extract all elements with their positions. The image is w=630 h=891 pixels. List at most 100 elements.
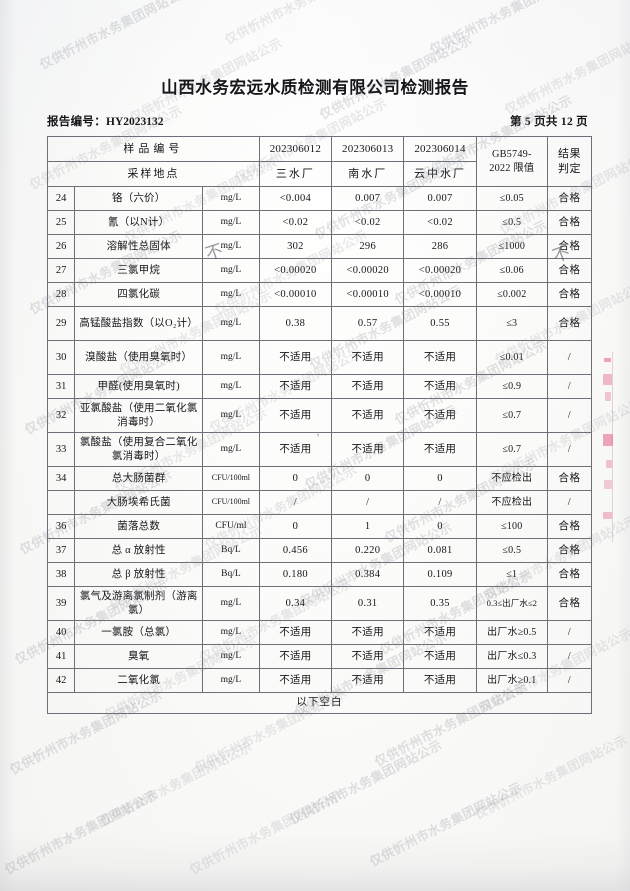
table-row: 31 甲醛(使用臭氧时) mg/L 不适用 不适用 不适用 ≤0.9/: [46, 374, 593, 399]
row-unit: mg/L: [202, 432, 260, 467]
margin-line: [612, 352, 613, 542]
row-value-sample-3: <0.00020: [403, 258, 477, 283]
row-value-sample-1: <0.004: [258, 186, 333, 211]
row-index: 31: [46, 374, 76, 399]
row-index: 25: [46, 210, 76, 235]
row-unit: mg/L: [202, 374, 260, 399]
row-value-sample-2: 不适用: [331, 644, 405, 669]
header-site-1: 三水厂: [258, 161, 333, 187]
row-value-sample-2: 不适用: [331, 432, 405, 467]
row-value-sample-2: <0.02: [331, 210, 405, 235]
header-sample-no-3: 202306014: [403, 136, 477, 162]
row-item-name: 三氯甲烷: [74, 258, 204, 283]
row-value-sample-1: <0.00010: [258, 282, 333, 307]
row-value-sample-2: 0.384: [331, 562, 405, 587]
row-judgement: 合格: [546, 186, 593, 211]
table-row: 33 氯酸盐（使用复合二氧化氯消毒时） mg/L 不适用 不适用 不适用 ≤0.7/: [46, 432, 593, 467]
row-unit: CFU/ml: [202, 514, 260, 539]
row-value-sample-1: 不适用: [258, 374, 333, 399]
row-unit: mg/L: [202, 306, 260, 341]
table-row: 29 高锰酸盐指数（以O₂计） mg/L 0.38 0.57 0.55 ≤3 合格: [46, 306, 593, 341]
row-standard-limit: ≤0.7: [475, 398, 548, 433]
row-judgement: /: [546, 340, 593, 375]
header-standard-limit-line1: GB5749-: [491, 148, 532, 160]
footer-note: 以下空白: [47, 692, 592, 714]
row-value-sample-2: 0.57: [331, 306, 405, 341]
row-item-name: 一氯胺（总氯）: [74, 620, 204, 645]
row-value-sample-2: 0.31: [331, 586, 405, 621]
row-value-sample-1: <0.00020: [258, 258, 333, 283]
row-value-sample-2: 不适用: [331, 374, 405, 399]
row-value-sample-2: <0.00010: [331, 282, 405, 307]
row-standard-limit: ≤0.7: [475, 432, 548, 467]
row-standard-limit: 出厂水≤0.3: [475, 644, 548, 669]
row-item-name: 总大肠菌群: [74, 466, 204, 491]
row-judgement: /: [546, 432, 593, 467]
row-value-sample-1: 0.34: [258, 586, 333, 621]
row-judgement: /: [546, 668, 593, 693]
row-value-sample-1: 不适用: [258, 620, 333, 645]
row-value-sample-3: 不适用: [403, 374, 477, 399]
table-row: 26 溶解性总固体 mg/L 302 296 286 ≤1000 合格: [46, 234, 593, 259]
results-table-body: 样品编号 202306012 202306013 202306014 GB574…: [46, 136, 593, 693]
header-sample-no-label: 样品编号: [47, 136, 260, 162]
row-value-sample-1: 不适用: [258, 668, 333, 693]
row-index: 37: [46, 538, 76, 563]
row-value-sample-3: 0.081: [403, 538, 477, 563]
table-row: 27 三氯甲烷 mg/L <0.00020 <0.00020 <0.00020 ≤0.06 合…: [46, 258, 593, 283]
red-stamp-marks: [600, 352, 626, 542]
footer-blank-row: 以下空白: [47, 692, 592, 714]
row-item-name: 氯酸盐（使用复合二氧化氯消毒时）: [74, 432, 204, 467]
row-standard-limit: ≤0.05: [475, 186, 548, 211]
row-value-sample-3: <0.02: [403, 210, 477, 235]
row-standard-limit: ≤0.01: [475, 340, 548, 375]
row-value-sample-3: 不适用: [403, 644, 477, 669]
row-index: 24: [46, 186, 76, 211]
row-value-sample-2: 0: [331, 466, 405, 491]
row-standard-limit: ≤0.5: [475, 210, 548, 235]
row-judgement: 合格: [546, 466, 593, 491]
row-item-name: 溴酸盐（使用臭氧时）: [74, 340, 204, 375]
row-item-name: 高锰酸盐指数（以O₂计）: [74, 306, 204, 341]
row-standard-limit: ≤0.5: [475, 538, 548, 563]
report-meta-row: 报告编号：HY2023132 第 5 页共 12 页: [47, 113, 588, 129]
row-judgement: /: [546, 374, 593, 399]
row-index: 33: [46, 432, 76, 467]
row-judgement: 合格: [546, 282, 593, 307]
row-index: 40: [46, 620, 76, 645]
row-item-name: 亚氯酸盐（使用二氧化氯消毒时）: [74, 398, 204, 433]
report-number-label: 报告编号：: [47, 116, 106, 128]
row-index: 28: [46, 282, 76, 307]
table-row: 25 氰（以N计） mg/L <0.02 <0.02 <0.02 ≤0.5 合格: [46, 210, 593, 235]
row-value-sample-2: 不适用: [331, 340, 405, 375]
results-table-foot: 以下空白: [47, 692, 592, 714]
row-index: 30: [46, 340, 76, 375]
row-value-sample-3: <0.00010: [403, 282, 477, 307]
row-unit: Bq/L: [202, 562, 260, 587]
header-judgement-line1: 结果: [557, 147, 581, 160]
row-value-sample-1: 302: [258, 234, 333, 259]
row-value-sample-2: 不适用: [331, 668, 405, 693]
header-judgement-line2: 判定: [557, 162, 581, 175]
row-item-name: 总 β 放射性: [74, 562, 204, 587]
row-standard-limit: ≤0.9: [475, 374, 548, 399]
row-value-sample-1: 0.38: [258, 306, 333, 341]
row-item-name: 菌落总数: [74, 514, 204, 539]
row-standard-limit: 不应检出: [475, 466, 548, 491]
row-unit: mg/L: [202, 340, 260, 375]
row-unit: mg/L: [202, 234, 260, 259]
row-standard-limit: 0.3≤出厂水≤2: [475, 586, 548, 621]
page-indicator: 第 5 页共 12 页: [509, 116, 588, 128]
row-value-sample-2: 296: [331, 234, 405, 259]
header-standard-limit: GB5749- 2022 限值: [475, 136, 548, 187]
row-unit: CFU/100ml: [202, 466, 260, 491]
row-item-name: 臭氧: [74, 644, 204, 669]
row-judgement: 合格: [546, 306, 593, 341]
row-value-sample-3: 0: [403, 514, 477, 539]
header-sample-no-2: 202306013: [331, 136, 405, 162]
row-value-sample-2: /: [331, 490, 405, 515]
row-value-sample-3: /: [403, 490, 477, 515]
water-quality-results-table: 样品编号 202306012 202306013 202306014 GB574…: [46, 136, 593, 714]
row-value-sample-1: 不适用: [258, 432, 333, 467]
row-value-sample-3: 0.35: [403, 586, 477, 621]
